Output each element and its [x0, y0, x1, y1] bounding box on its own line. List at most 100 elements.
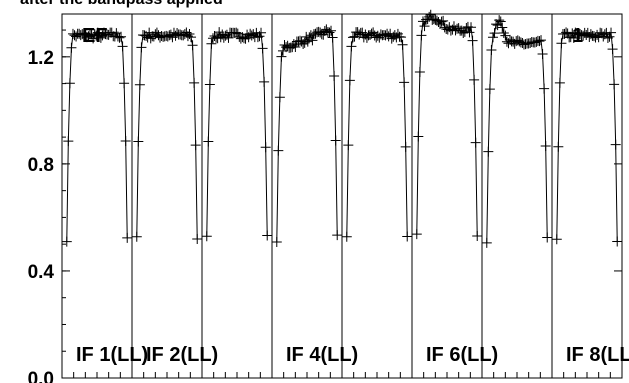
- data-point: [326, 25, 337, 36]
- data-point: [537, 49, 548, 60]
- data-point: [402, 231, 413, 242]
- data-point: [61, 236, 72, 247]
- data-point: [206, 38, 217, 49]
- data-point: [201, 231, 212, 242]
- series-line: [346, 31, 408, 237]
- data-point: [66, 42, 77, 53]
- data-point: [534, 36, 545, 47]
- data-point: [561, 27, 572, 38]
- data-point: [114, 32, 125, 43]
- chart-title: after the bandpass applied: [20, 0, 223, 8]
- data-point: [344, 75, 355, 86]
- data-point: [540, 140, 551, 151]
- series-line: [206, 30, 268, 237]
- data-point: [273, 145, 284, 156]
- data-point: [120, 136, 131, 147]
- panel-3: [201, 14, 273, 378]
- data-point: [329, 70, 340, 81]
- series-line: [416, 13, 478, 236]
- data-point: [347, 32, 358, 43]
- data-point: [186, 32, 197, 43]
- data-point: [481, 237, 492, 248]
- panel-6: IF 6(LL): [411, 9, 498, 378]
- data-point: [397, 39, 408, 50]
- data-point: [484, 84, 495, 95]
- y-tick-label: 0.8: [28, 155, 54, 176]
- data-point: [116, 31, 127, 42]
- data-point: [464, 27, 475, 38]
- data-point: [470, 137, 481, 148]
- data-point: [489, 28, 500, 39]
- data-point: [612, 236, 623, 247]
- y-tick-label: 0.4: [28, 262, 55, 283]
- data-point: [131, 231, 142, 242]
- data-point: [602, 32, 613, 43]
- data-point: [187, 40, 198, 51]
- series-line: [136, 30, 198, 240]
- data-point: [203, 136, 214, 147]
- panel-label: IF 6(LL): [426, 344, 498, 366]
- data-point: [290, 41, 301, 52]
- data-point: [486, 44, 497, 55]
- data-point: [539, 83, 550, 94]
- series-line: [66, 31, 128, 242]
- data-point: [259, 76, 270, 87]
- panel-corner-text: 1: [572, 25, 583, 47]
- data-point: [609, 79, 620, 90]
- data-point: [610, 139, 621, 150]
- data-point: [63, 136, 74, 147]
- data-point: [542, 232, 553, 243]
- data-point: [346, 41, 357, 52]
- data-point: [498, 28, 509, 39]
- data-point: [136, 42, 147, 53]
- data-point: [554, 77, 565, 88]
- data-point: [260, 142, 271, 153]
- data-point: [607, 44, 618, 55]
- data-point: [204, 79, 215, 90]
- data-point: [189, 77, 200, 88]
- data-point: [469, 74, 480, 85]
- panel-corner-text: EF: [82, 25, 108, 47]
- data-point: [119, 78, 130, 89]
- data-point: [500, 30, 511, 41]
- data-point: [298, 39, 309, 50]
- data-point: [536, 35, 547, 46]
- data-point: [307, 35, 318, 46]
- data-point: [274, 92, 285, 103]
- data-point: [341, 231, 352, 242]
- panel-label: IF 4(LL): [286, 344, 358, 366]
- data-point: [327, 32, 338, 43]
- panel-2: IF 2(LL): [131, 14, 218, 378]
- panel-8: IF 8(LL) 1: [551, 14, 629, 378]
- data-point: [494, 15, 505, 26]
- data-point: [466, 22, 477, 33]
- data-point: [256, 27, 267, 38]
- data-point: [133, 136, 144, 147]
- data-point: [551, 234, 562, 245]
- data-point: [419, 21, 430, 32]
- data-point: [483, 146, 494, 157]
- panel-1: IF 1(LL) EF: [61, 25, 148, 378]
- panel-7: [481, 14, 553, 378]
- plot-frame: [61, 13, 623, 379]
- data-point: [257, 43, 268, 54]
- plot-area: IF 1(LL) EF IF 2(LL) IF 4(LL) IF 6(LL) IF 8(L…: [28, 9, 629, 383]
- data-point: [487, 32, 498, 43]
- data-point: [276, 51, 287, 62]
- data-point: [497, 22, 508, 33]
- data-point: [467, 35, 478, 46]
- data-point: [117, 41, 128, 52]
- data-point: [438, 15, 449, 26]
- data-point: [553, 141, 564, 152]
- data-point: [122, 232, 133, 243]
- data-point: [436, 16, 447, 27]
- data-point: [414, 67, 425, 78]
- panel-4: IF 4(LL): [271, 14, 358, 378]
- data-point: [343, 140, 354, 151]
- data-point: [411, 229, 422, 240]
- data-point: [192, 233, 203, 244]
- y-tick-label: 0.0: [28, 369, 54, 383]
- data-point: [413, 131, 424, 142]
- data-point: [416, 30, 427, 41]
